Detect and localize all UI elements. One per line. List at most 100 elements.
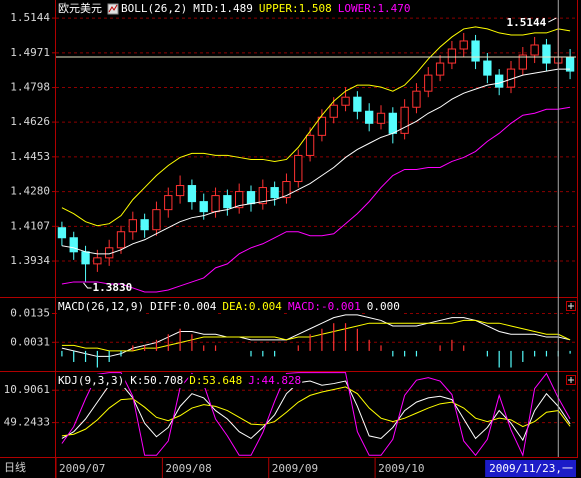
candle-body — [199, 201, 208, 213]
candle-body — [57, 227, 67, 239]
candle-body — [305, 134, 315, 156]
y-tick-label: 1.4453 — [10, 150, 50, 163]
cursor-date-box — [485, 460, 576, 477]
indicator-line — [61, 380, 571, 442]
candle-body — [152, 209, 161, 231]
candle-body — [93, 257, 102, 265]
candle-body — [128, 219, 137, 233]
indicator-line — [61, 319, 571, 352]
candle-body — [317, 116, 327, 136]
y-tick-label: 1.4971 — [10, 46, 50, 59]
annotation: 1.3830 — [93, 281, 133, 294]
candle-body — [282, 181, 291, 199]
indicator-line — [61, 314, 571, 357]
candle-body — [341, 96, 350, 106]
candle-body — [424, 74, 433, 92]
header-bg — [188, 374, 244, 388]
candle-body — [400, 106, 409, 134]
annotation-leader — [83, 282, 92, 289]
x-tick-label: 2009/09 — [272, 462, 318, 475]
candle-body — [542, 44, 551, 64]
header-bg — [221, 300, 283, 314]
candle-body — [376, 112, 386, 124]
header-bg — [365, 300, 401, 314]
candle-body — [140, 219, 149, 231]
x-tick-label: 2009/07 — [59, 462, 105, 475]
candle-body — [483, 60, 492, 76]
candle-body — [329, 104, 338, 118]
legend-entry: DEA:0.004 — [222, 300, 282, 313]
y-tick-label: 1.3934 — [10, 254, 50, 267]
y-tick-label: 1.4626 — [10, 115, 50, 128]
candle-body — [211, 195, 220, 213]
legend-entry: UPPER:1.508 — [259, 2, 332, 15]
symbol-icon-glyph — [108, 4, 118, 13]
period-label[interactable]: 日线 — [4, 460, 26, 474]
legend-entry: J:44.828 — [248, 374, 301, 387]
candle-body — [258, 187, 267, 205]
candle-body — [388, 112, 397, 134]
candle-body — [447, 48, 457, 64]
candle-body — [116, 231, 126, 249]
candle-body — [175, 185, 185, 197]
y-tick-label: 10.9061 — [4, 383, 50, 396]
y-tick-label: 0.0135 — [10, 307, 50, 320]
candle-body — [412, 90, 421, 108]
y-tick-label: 0.0031 — [10, 335, 50, 348]
candle-body — [294, 154, 303, 183]
annotation: 1.5144 — [507, 16, 547, 29]
candle-body — [81, 251, 90, 265]
header-bg — [149, 300, 218, 314]
legend-entry: LOWER:1.470 — [338, 2, 411, 15]
y-tick-label: 1.4798 — [10, 81, 50, 94]
legend-entry: MID:1.489 — [193, 2, 253, 15]
y-tick-label: 1.4107 — [10, 219, 50, 232]
header-bg — [129, 374, 185, 388]
indicator-line — [61, 68, 571, 255]
candle-body — [471, 40, 480, 62]
indicator-line — [61, 26, 571, 227]
legend-entry: D:53.648 — [189, 374, 242, 387]
candle-body — [365, 110, 374, 124]
candle-body — [518, 54, 527, 70]
annotation-leader — [548, 17, 557, 23]
legend-entry: DIFF:0.004 — [150, 300, 217, 313]
header-bg — [57, 300, 146, 314]
indicator-name: BOLL(26,2) — [121, 2, 187, 15]
x-tick-label: 2009/10 — [378, 462, 424, 475]
legend-entry: K:50.708 — [130, 374, 183, 387]
y-tick-label: 1.5144 — [10, 11, 50, 24]
candle-body — [270, 187, 279, 199]
header-bg — [120, 2, 189, 16]
legend-entry: MACD:-0.001 — [288, 300, 361, 313]
header-bg — [57, 2, 103, 16]
header-bg — [336, 2, 412, 16]
cursor-date: 2009/11/23,一 — [489, 462, 573, 475]
header-note: 0.000 — [367, 300, 400, 313]
plus-icon — [568, 303, 574, 309]
y-tick-label: 49.2433 — [4, 416, 50, 429]
candle-body — [187, 185, 197, 203]
indicator-line — [61, 372, 571, 457]
panel-title: KDJ(9,3,3) — [58, 374, 124, 387]
indicator-line — [61, 106, 571, 293]
candle-body — [353, 96, 362, 112]
plus-icon — [568, 377, 574, 383]
panel-title: MACD(26,12,9) — [58, 300, 144, 313]
candle-body — [235, 191, 244, 209]
candle-body — [435, 62, 445, 76]
candle-body — [223, 195, 232, 209]
candle-body — [246, 191, 256, 205]
header-bg — [192, 2, 254, 16]
indicator-line — [61, 386, 571, 437]
candle-body — [495, 74, 504, 88]
header-bg — [257, 2, 333, 16]
candle-body — [459, 40, 468, 50]
candle-body — [530, 44, 539, 56]
y-tick-label: 1.4280 — [10, 185, 50, 198]
candle-body — [69, 237, 78, 253]
header-bg — [57, 374, 126, 388]
